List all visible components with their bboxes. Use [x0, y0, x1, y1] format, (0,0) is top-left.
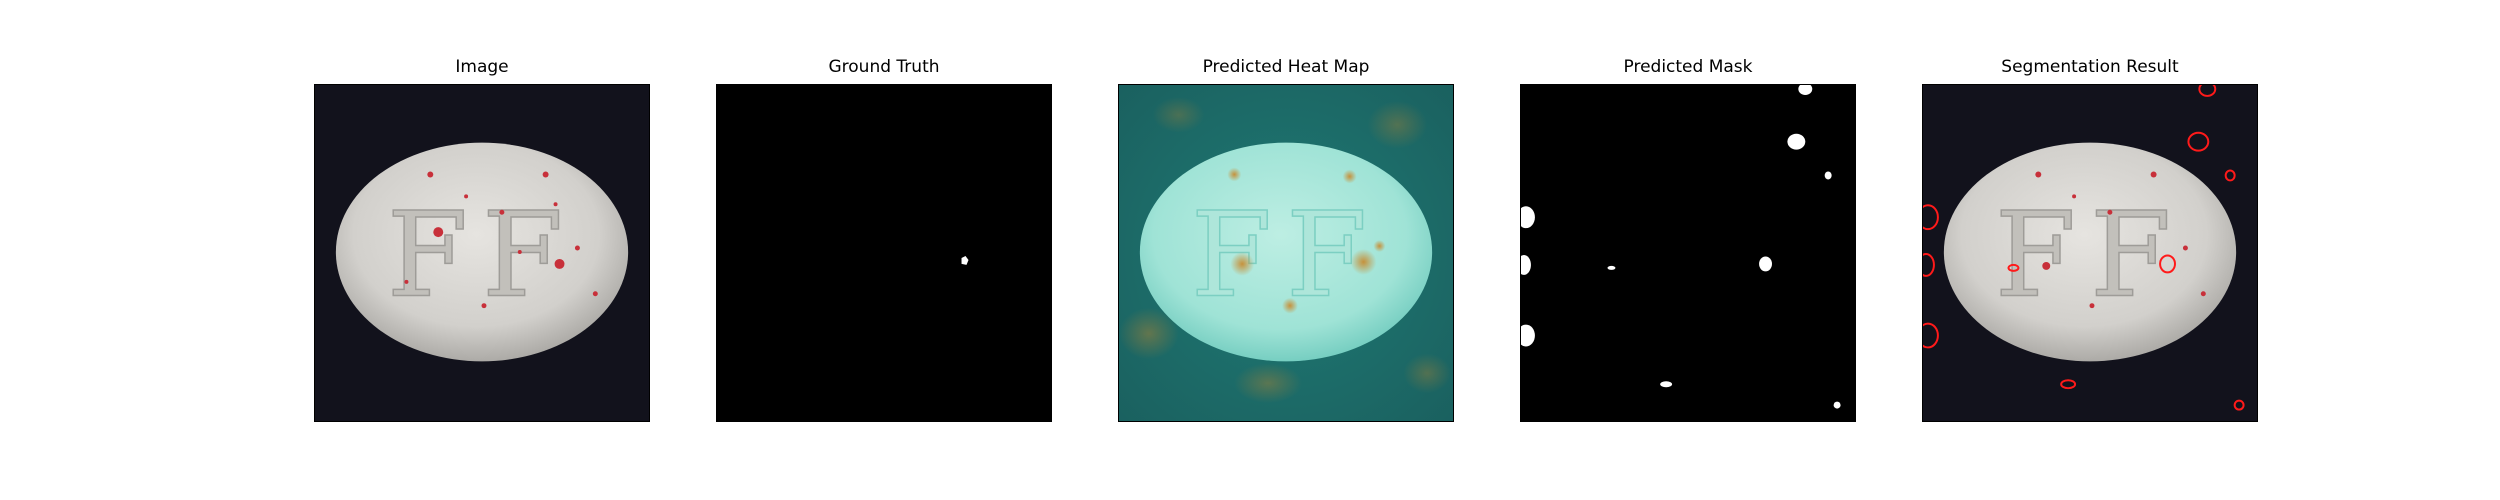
heat-map-image: FF [1119, 85, 1453, 421]
panel-heat-map: Predicted Heat Map [1118, 56, 1454, 422]
heat-pill-region [1139, 142, 1433, 362]
panel-title-predicted-mask: Predicted Mask [1623, 57, 1753, 77]
red-speckles [404, 171, 598, 309]
heat-pill-imprint: FF [1191, 187, 1382, 324]
ground-truth-frame [716, 84, 1052, 422]
pill-tablet [335, 142, 629, 362]
segmentation-contours [1923, 85, 2245, 411]
heat-map-frame: FF [1118, 84, 1454, 422]
panel-title-image: Image [455, 57, 509, 77]
heat-background-blotches [1119, 96, 1452, 404]
image-frame: FF [314, 84, 650, 422]
heat-hotspots [1227, 167, 1386, 314]
panel-title-heat-map: Predicted Heat Map [1202, 57, 1370, 77]
panel-ground-truth: Ground Truth [716, 56, 1052, 422]
pill-imprint: FF [387, 187, 578, 324]
panel-image: Image FF [314, 56, 650, 422]
panel-segmentation-result: Segmentation Result FF [1922, 56, 2258, 422]
ground-truth-blob [961, 255, 969, 265]
segmentation-pill-imprint: FF [1995, 187, 2186, 324]
predicted-mask-image [1521, 85, 1855, 421]
ground-truth-mask [717, 85, 1051, 421]
predicted-mask-frame [1520, 84, 1856, 422]
panel-title-ground-truth: Ground Truth [828, 57, 940, 77]
segmentation-result-frame: FF [1922, 84, 2258, 422]
panel-predicted-mask: Predicted Mask [1520, 56, 1856, 422]
panel-title-segmentation-result: Segmentation Result [2001, 57, 2179, 77]
input-image: FF [315, 85, 649, 421]
segmentation-pill [1943, 142, 2237, 362]
segmentation-result-image: FF [1923, 85, 2257, 421]
predicted-mask-blobs [1521, 85, 1841, 409]
segmentation-red-speckles [2035, 171, 2206, 309]
